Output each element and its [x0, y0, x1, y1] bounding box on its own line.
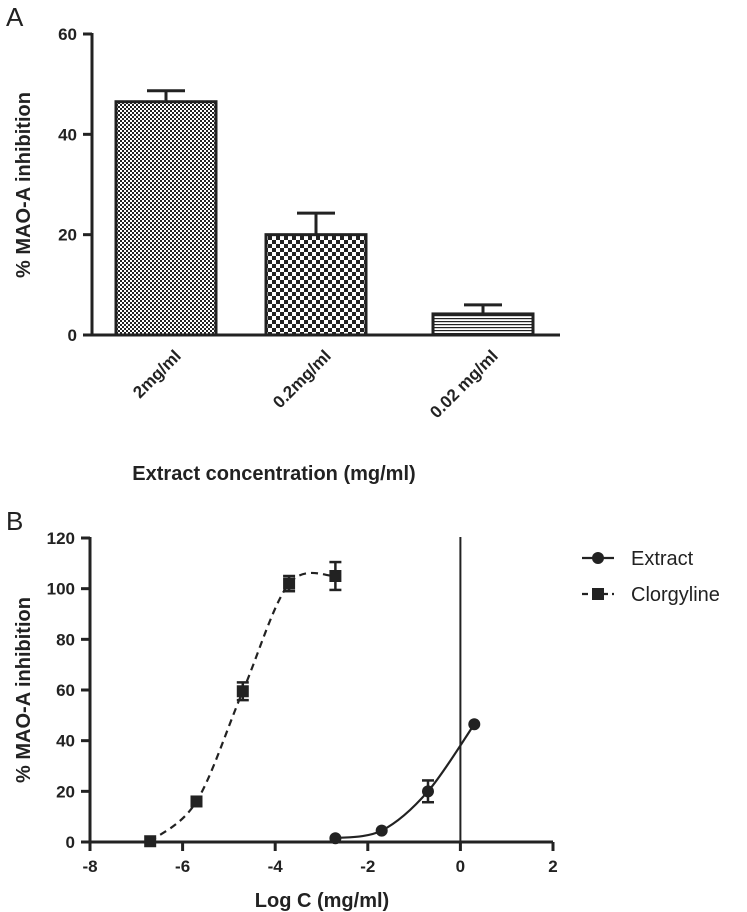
data-point-clorgyline — [236, 685, 249, 698]
data-point-clorgyline — [329, 570, 342, 582]
y-tick-label: 0 — [68, 326, 77, 345]
data-point-clorgyline — [144, 835, 157, 848]
x-tick-label: -8 — [82, 857, 97, 876]
series-line-extract — [335, 723, 476, 840]
y-tick-label: 60 — [56, 681, 75, 700]
data-point-extract — [468, 718, 481, 731]
y-tick-label: 20 — [58, 226, 77, 245]
y-tick-label: 80 — [56, 630, 75, 649]
legend-marker-clorgyline — [592, 588, 604, 600]
data-point-extract — [421, 785, 434, 798]
data-point-clorgyline — [283, 577, 296, 590]
x-category-label: 0.02 mg/ml — [426, 346, 502, 422]
y-tick-label: 60 — [58, 25, 77, 44]
bar — [431, 312, 535, 337]
bar — [114, 100, 218, 337]
x-tick-label: -2 — [360, 857, 375, 876]
bar — [264, 233, 368, 337]
x-tick-label: 2 — [548, 857, 557, 876]
legend-label-clorgyline: Clorgyline — [631, 584, 720, 606]
legend-label-extract: Extract — [631, 548, 694, 570]
y-tick-label: 40 — [58, 125, 77, 144]
panel-b-chart: 0 20 40 60 80 100 120 -8 -6 -4 -2 0 2 Extract Clorgyli… — [13, 529, 720, 912]
data-point-extract — [375, 824, 388, 837]
x-tick-label: -6 — [175, 857, 190, 876]
series-line-clorgyline — [149, 571, 336, 843]
x-category-label: 2mg/ml — [129, 346, 185, 402]
x-axis-title: Log C (mg/ml) — [255, 890, 389, 912]
y-tick-label: 0 — [66, 833, 75, 852]
y-axis-title: % MAO-A inhibition — [13, 92, 35, 278]
y-tick-label: 100 — [47, 580, 75, 599]
y-tick-label: 120 — [47, 529, 75, 548]
panel-a-chart: 0 20 40 60 2mg/ml 0.2mg/ml 0.02 mg/ml Extract c… — [13, 25, 560, 485]
x-category-label: 0.2mg/ml — [269, 346, 335, 412]
x-axis-title: Extract concentration (mg/ml) — [132, 463, 415, 485]
legend-marker-extract — [592, 552, 604, 564]
data-point-extract — [329, 832, 342, 845]
panel-a-letter: A — [6, 2, 24, 32]
data-point-clorgyline — [190, 795, 203, 808]
y-axis-title: % MAO-A inhibition — [13, 597, 35, 783]
x-tick-label: 0 — [456, 857, 465, 876]
x-tick-label: -4 — [268, 857, 284, 876]
panel-b-letter: B — [6, 506, 23, 536]
y-tick-label: 20 — [56, 782, 75, 801]
y-tick-label: 40 — [56, 732, 75, 751]
